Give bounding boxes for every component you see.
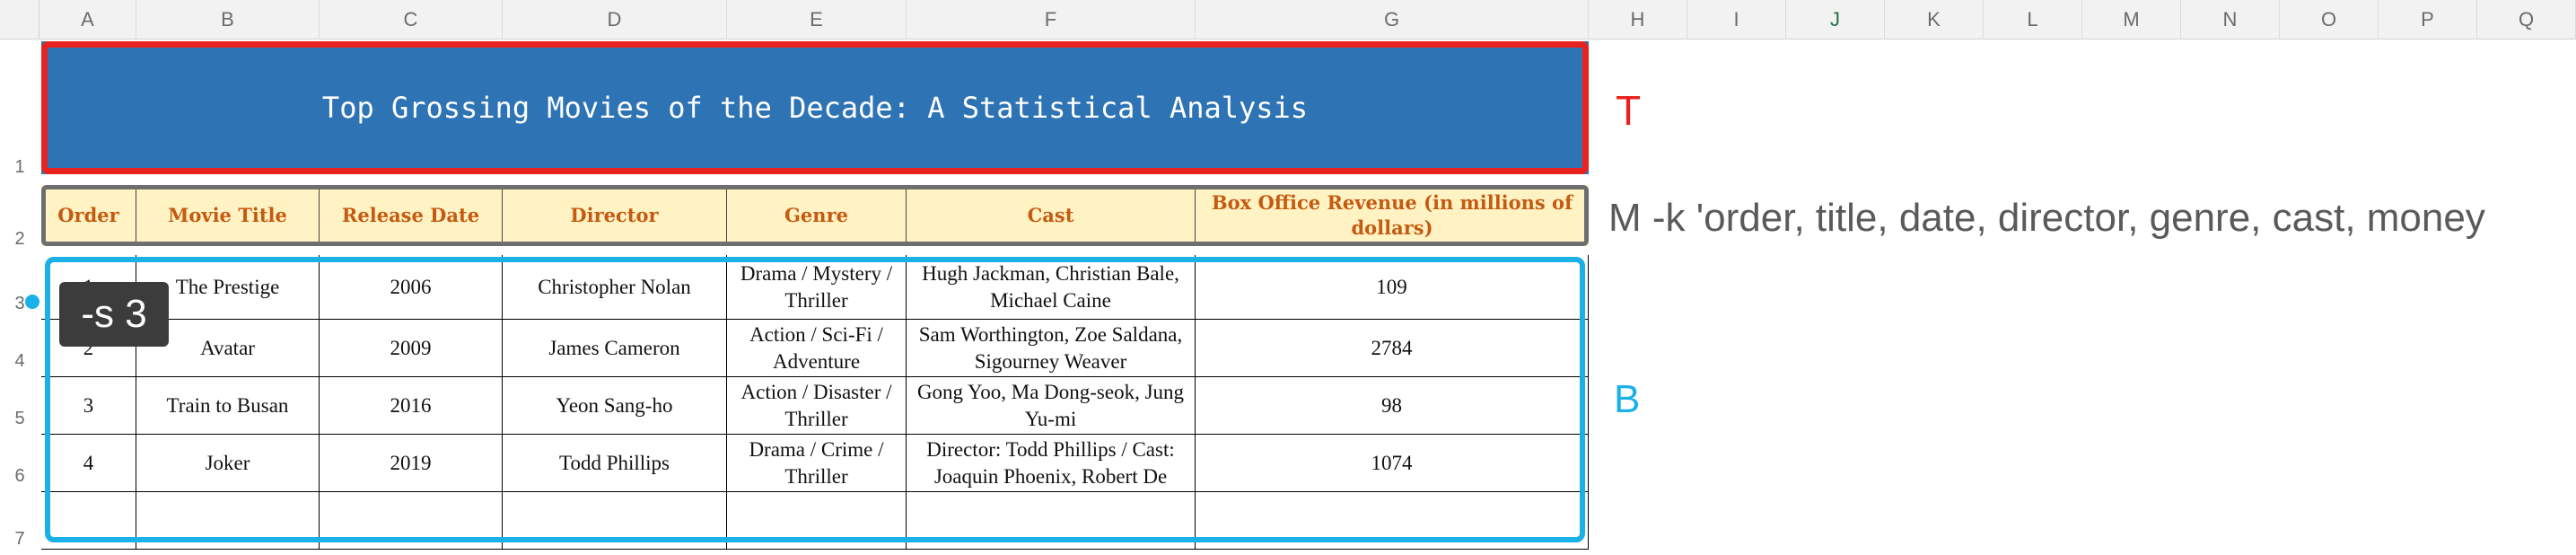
column-header-k[interactable]: K [1885, 0, 1984, 40]
row-header-4[interactable]: 4 [0, 320, 39, 377]
cell-director[interactable]: James Cameron [503, 320, 727, 377]
title-cell[interactable]: Top Grossing Movies of the Decade: A Sta… [321, 91, 1309, 125]
cell-movie-title[interactable]: Avatar [136, 320, 320, 377]
column-header-h[interactable]: H [1589, 0, 1687, 40]
header-cast[interactable]: Cast [907, 185, 1196, 246]
header-movie-title[interactable]: Movie Title [136, 185, 320, 246]
select-all-corner[interactable] [0, 0, 39, 40]
header-row-background [41, 185, 1589, 246]
header-release-date[interactable]: Release Date [320, 185, 503, 246]
body-highlight-box [45, 257, 1585, 542]
cell-movie-title[interactable]: Joker [136, 435, 320, 492]
cell-cast[interactable]: Director: Todd Phillips / Cast: Joaquin … [907, 435, 1196, 492]
column-header-d[interactable]: D [503, 0, 727, 40]
column-header-q[interactable]: Q [2477, 0, 2576, 40]
cell-genre[interactable]: Action / Sci-Fi / Adventure [727, 320, 907, 377]
column-header-f[interactable]: F [907, 0, 1196, 40]
empty-cell[interactable] [41, 492, 136, 550]
cell-release-date[interactable]: 2016 [320, 377, 503, 435]
cell-cast[interactable]: Gong Yoo, Ma Dong-seok, Jung Yu-mi [907, 377, 1196, 435]
cell-genre[interactable]: Action / Disaster / Thriller [727, 377, 907, 435]
cell-order[interactable]: 3 [41, 377, 136, 435]
annotation-title-label: T [1616, 87, 1642, 134]
column-header-m[interactable]: M [2082, 0, 2181, 40]
header-genre[interactable]: Genre [727, 185, 907, 246]
data-table-body: 1 The Prestige 2006 Christopher Nolan Dr… [41, 255, 1589, 555]
cell-genre[interactable]: Drama / Crime / Thriller [727, 435, 907, 492]
column-header-b[interactable]: B [136, 0, 320, 40]
cell-order[interactable]: 4 [41, 435, 136, 492]
cell-release-date[interactable]: 2019 [320, 435, 503, 492]
cell-cast[interactable]: Hugh Jackman, Christian Bale, Michael Ca… [907, 255, 1196, 320]
column-header-e[interactable]: E [727, 0, 907, 40]
row-header-5[interactable]: 5 [0, 377, 39, 435]
column-header-g[interactable]: G [1196, 0, 1589, 40]
cell-cast[interactable]: Sam Worthington, Zoe Saldana, Sigourney … [907, 320, 1196, 377]
empty-cell[interactable] [503, 492, 727, 550]
column-header-i[interactable]: I [1687, 0, 1786, 40]
header-highlight-box [41, 185, 1589, 246]
cell-order[interactable]: 2 [41, 320, 136, 377]
empty-cell[interactable] [136, 492, 320, 550]
empty-cell[interactable] [727, 492, 907, 550]
row-header-1[interactable]: 1 [0, 40, 39, 183]
title-cell-background [41, 41, 1589, 174]
cell-box-office[interactable]: 109 [1196, 255, 1589, 320]
cell-movie-title[interactable]: The Prestige [136, 255, 320, 320]
title-highlight-box [41, 41, 1589, 174]
annotation-header-command: M -k 'order, title, date, director, genr… [1608, 196, 2485, 240]
cell-director[interactable]: Christopher Nolan [503, 255, 727, 320]
cell-movie-title[interactable]: Train to Busan [136, 377, 320, 435]
cell-genre[interactable]: Drama / Mystery / Thriller [727, 255, 907, 320]
header-order[interactable]: Order [41, 185, 136, 246]
cell-box-office[interactable]: 98 [1196, 377, 1589, 435]
column-header-j[interactable]: J [1786, 0, 1885, 40]
cell-box-office[interactable]: 1074 [1196, 435, 1589, 492]
cell-release-date[interactable]: 2009 [320, 320, 503, 377]
row-header-7[interactable]: 7 [0, 492, 39, 555]
column-header-a[interactable]: A [39, 0, 136, 40]
header-director[interactable]: Director [503, 185, 727, 246]
empty-cell[interactable] [320, 492, 503, 550]
row-marker-dot [25, 295, 39, 309]
column-header-p[interactable]: P [2379, 0, 2477, 40]
skip-rows-tooltip: -s 3 [59, 282, 169, 347]
empty-cell[interactable] [1196, 492, 1589, 550]
cell-release-date[interactable]: 2006 [320, 255, 503, 320]
column-header-l[interactable]: L [1984, 0, 2082, 40]
cell-box-office[interactable]: 2784 [1196, 320, 1589, 377]
cell-director[interactable]: Yeon Sang-ho [503, 377, 727, 435]
row-header-6[interactable]: 6 [0, 435, 39, 492]
annotation-body-label: B [1614, 377, 1641, 421]
cell-director[interactable]: Todd Phillips [503, 435, 727, 492]
empty-cell[interactable] [907, 492, 1196, 550]
row-header-2[interactable]: 2 [0, 183, 39, 255]
column-header-o[interactable]: O [2280, 0, 2379, 40]
column-header-n[interactable]: N [2181, 0, 2280, 40]
column-header-c[interactable]: C [320, 0, 503, 40]
row-header-3[interactable]: 3 [0, 255, 39, 320]
header-box-office[interactable]: Box Office Revenue (in millions of dolla… [1211, 191, 1573, 239]
